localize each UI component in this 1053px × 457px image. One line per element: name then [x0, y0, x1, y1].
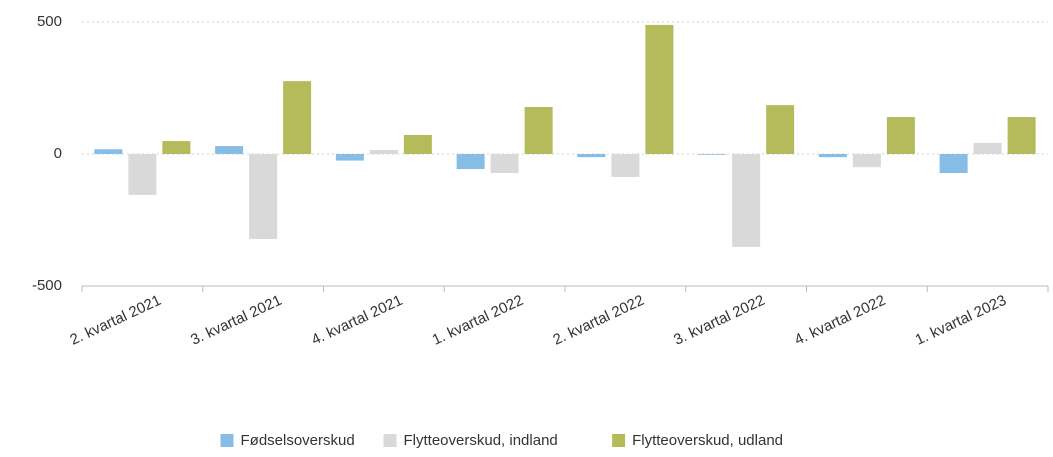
x-tick-label: 4. kvartal 2022	[792, 292, 888, 349]
legend-label: Fødselsoverskud	[241, 432, 355, 449]
y-tick-label: -500	[32, 277, 62, 294]
bar	[456, 154, 485, 170]
x-tick-label: 2. kvartal 2021	[67, 292, 163, 349]
bar	[766, 105, 795, 154]
bar	[645, 24, 674, 155]
x-tick-label: 2. kvartal 2022	[550, 292, 646, 349]
bar	[369, 150, 398, 154]
x-tick-label: 1. kvartal 2022	[430, 292, 526, 349]
bar	[335, 154, 364, 161]
y-tick-label: 500	[37, 13, 62, 30]
bar	[283, 81, 312, 154]
bar	[403, 134, 432, 154]
legend-label: Flytteoverskud, udland	[632, 432, 783, 449]
bar	[973, 142, 1002, 154]
bar	[1007, 117, 1036, 154]
legend-swatch	[220, 434, 234, 447]
bar	[215, 146, 244, 154]
bar	[490, 154, 519, 174]
bar	[611, 154, 640, 177]
legend-label: Flytteoverskud, indland	[404, 432, 558, 449]
bar	[577, 154, 606, 158]
bar	[94, 149, 123, 154]
bar	[162, 141, 191, 154]
legend-swatch	[612, 434, 626, 447]
legend-swatch	[383, 434, 397, 447]
bar	[698, 154, 727, 155]
bar	[886, 117, 915, 154]
y-tick-label: 0	[54, 145, 62, 162]
bar	[128, 154, 157, 195]
bar	[524, 107, 553, 154]
bar	[732, 154, 761, 247]
bar	[818, 154, 847, 158]
bar	[249, 154, 278, 240]
bar	[852, 154, 881, 168]
bar	[939, 154, 968, 174]
x-tick-label: 3. kvartal 2021	[188, 292, 284, 349]
x-tick-label: 4. kvartal 2021	[309, 292, 405, 349]
x-tick-label: 3. kvartal 2022	[671, 292, 767, 349]
x-tick-label: 1. kvartal 2023	[913, 292, 1009, 349]
